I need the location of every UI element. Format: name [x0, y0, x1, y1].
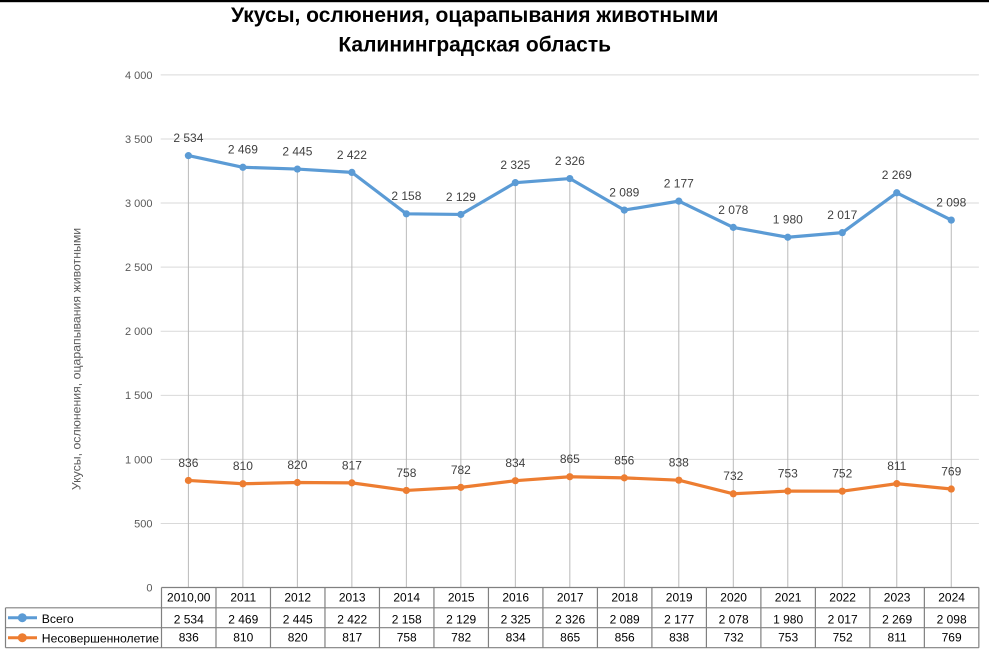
svg-text:2 078: 2 078 [719, 612, 749, 626]
svg-text:838: 838 [669, 456, 689, 470]
svg-text:1 980: 1 980 [773, 213, 803, 227]
svg-text:1 500: 1 500 [125, 390, 153, 402]
svg-text:817: 817 [342, 631, 362, 645]
svg-text:Всего: Всего [42, 612, 74, 626]
svg-text:2 129: 2 129 [446, 190, 476, 204]
svg-text:Несовершеннолетие: Несовершеннолетие [42, 632, 159, 646]
svg-text:500: 500 [134, 518, 152, 530]
svg-text:820: 820 [287, 458, 307, 472]
svg-text:2020: 2020 [720, 590, 747, 604]
svg-text:2 177: 2 177 [664, 612, 694, 626]
svg-text:2 129: 2 129 [446, 612, 476, 626]
svg-text:769: 769 [942, 631, 962, 645]
svg-text:2 325: 2 325 [500, 158, 530, 172]
svg-text:3 500: 3 500 [125, 134, 153, 146]
svg-text:0: 0 [146, 583, 152, 595]
svg-text:2011: 2011 [230, 590, 256, 604]
svg-text:782: 782 [451, 463, 471, 477]
svg-text:752: 752 [833, 631, 853, 645]
svg-text:2 534: 2 534 [174, 612, 204, 626]
svg-text:2 469: 2 469 [228, 612, 258, 626]
svg-text:4 000: 4 000 [125, 70, 153, 82]
svg-text:Укусы, ослюнения, оцарапывания: Укусы, ослюнения, оцарапывания животными [70, 228, 84, 490]
svg-text:2017: 2017 [557, 590, 584, 604]
svg-text:782: 782 [451, 631, 471, 645]
svg-text:2014: 2014 [393, 590, 420, 604]
svg-text:2 158: 2 158 [392, 612, 422, 626]
svg-text:752: 752 [832, 467, 852, 481]
svg-text:856: 856 [614, 453, 634, 467]
svg-text:2 017: 2 017 [827, 208, 857, 222]
svg-text:758: 758 [396, 466, 416, 480]
svg-text:810: 810 [233, 631, 253, 645]
svg-text:2 269: 2 269 [882, 612, 912, 626]
svg-text:758: 758 [397, 631, 417, 645]
svg-text:834: 834 [506, 631, 526, 645]
svg-text:2 445: 2 445 [283, 612, 313, 626]
svg-text:2 098: 2 098 [937, 612, 967, 626]
svg-text:2013: 2013 [339, 590, 366, 604]
svg-text:836: 836 [178, 456, 198, 470]
svg-text:753: 753 [778, 631, 798, 645]
svg-text:769: 769 [941, 464, 961, 478]
svg-text:2 177: 2 177 [664, 177, 694, 191]
svg-text:Калининградская область: Калининградская область [338, 33, 611, 56]
svg-text:1 980: 1 980 [773, 612, 803, 626]
svg-text:2 089: 2 089 [610, 612, 640, 626]
svg-text:2 422: 2 422 [337, 148, 367, 162]
svg-text:817: 817 [342, 458, 362, 472]
svg-text:2 326: 2 326 [555, 154, 585, 168]
svg-text:2 017: 2 017 [828, 612, 858, 626]
svg-text:834: 834 [505, 456, 525, 470]
svg-text:2 078: 2 078 [718, 203, 748, 217]
svg-text:820: 820 [288, 631, 308, 645]
svg-text:2 326: 2 326 [555, 612, 585, 626]
svg-text:732: 732 [724, 631, 744, 645]
svg-text:2 000: 2 000 [125, 326, 153, 338]
svg-text:753: 753 [778, 466, 798, 480]
svg-text:2 325: 2 325 [501, 612, 531, 626]
svg-text:2 269: 2 269 [882, 168, 912, 182]
svg-text:2 500: 2 500 [125, 262, 153, 274]
svg-text:2016: 2016 [502, 590, 529, 604]
svg-text:2 158: 2 158 [391, 189, 421, 203]
svg-text:865: 865 [560, 452, 580, 466]
svg-text:856: 856 [615, 631, 635, 645]
svg-text:838: 838 [669, 631, 689, 645]
svg-text:1 000: 1 000 [125, 454, 153, 466]
svg-text:3 000: 3 000 [125, 198, 153, 210]
svg-text:2012: 2012 [284, 590, 311, 604]
svg-text:2010,00: 2010,00 [167, 590, 211, 604]
svg-text:2023: 2023 [884, 590, 911, 604]
svg-text:2 469: 2 469 [228, 143, 258, 157]
svg-text:2018: 2018 [611, 590, 638, 604]
svg-text:865: 865 [560, 631, 580, 645]
svg-text:836: 836 [179, 631, 199, 645]
svg-text:2 445: 2 445 [282, 144, 312, 158]
svg-text:2024: 2024 [938, 590, 965, 604]
svg-text:810: 810 [233, 459, 253, 473]
svg-text:2 422: 2 422 [337, 612, 367, 626]
svg-text:2 534: 2 534 [173, 131, 203, 145]
svg-text:2019: 2019 [666, 590, 693, 604]
svg-text:732: 732 [723, 469, 743, 483]
svg-text:Укусы, ослюнения, оцарапывания: Укусы, ослюнения, оцарапывания животными [231, 4, 718, 27]
svg-text:2021: 2021 [775, 590, 802, 604]
svg-text:811: 811 [887, 459, 906, 473]
svg-text:2 089: 2 089 [609, 185, 639, 199]
svg-text:2015: 2015 [448, 590, 475, 604]
svg-text:811: 811 [888, 631, 907, 645]
svg-text:2022: 2022 [829, 590, 856, 604]
svg-text:2 098: 2 098 [936, 195, 966, 209]
